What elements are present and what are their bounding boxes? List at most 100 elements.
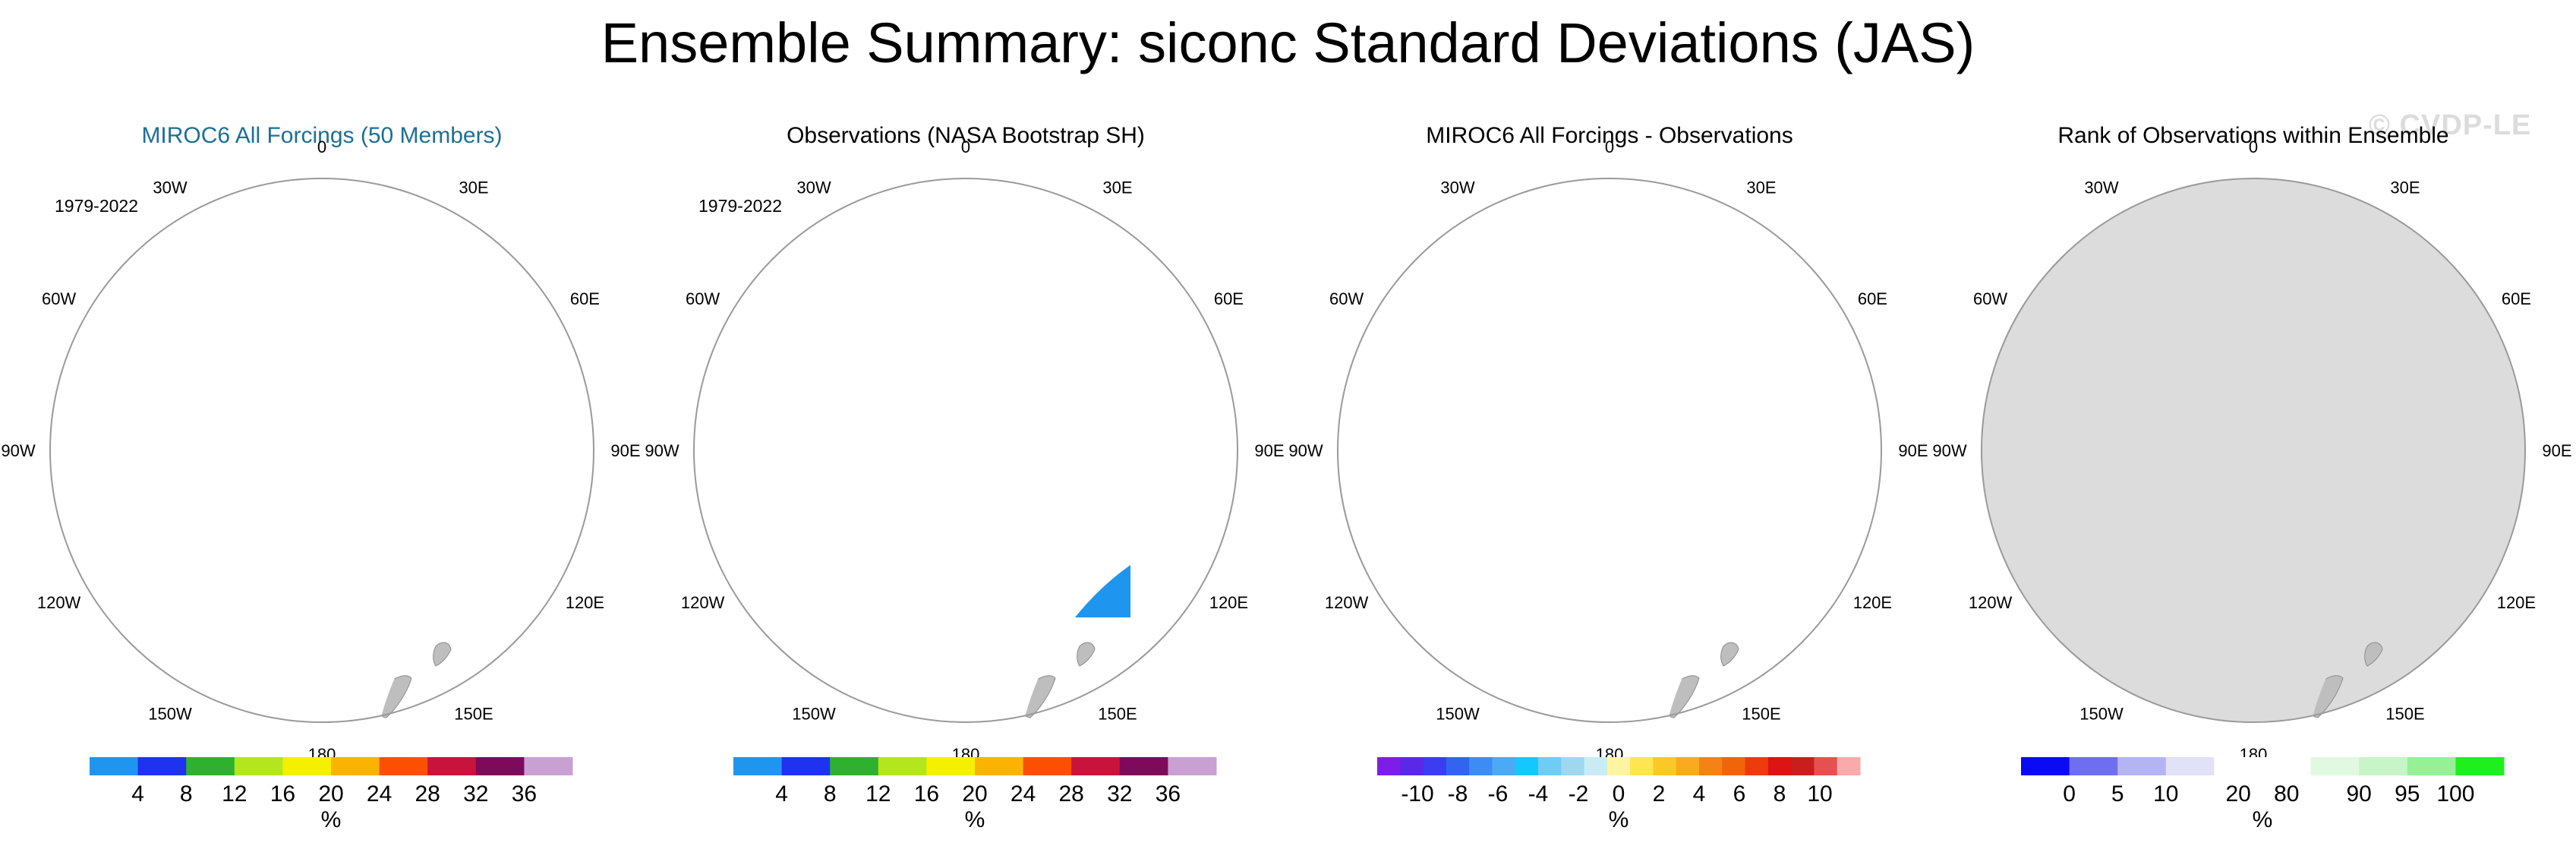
lon-label: 120E	[1209, 593, 1248, 612]
lon-label: 60E	[1214, 289, 1244, 308]
lon-label: 120W	[1969, 593, 2013, 612]
colorbar-swatch	[830, 757, 879, 775]
colorbar: 4 8 12 16 20 24 28 32 36%	[90, 757, 573, 832]
lon-label: 60W	[42, 289, 76, 308]
figure-title: Ensemble Summary: siconc Standard Deviat…	[601, 11, 1975, 74]
colorbar-tick-label: 20	[2226, 781, 2251, 807]
map-ocean-disc	[1338, 178, 1881, 722]
colorbar-swatch	[1653, 757, 1677, 775]
colorbar-swatch	[2407, 757, 2456, 775]
colorbar-tick-label: -2	[1569, 781, 1589, 807]
colorbar-tick-label: 100	[2436, 781, 2474, 807]
colorbar-swatch	[781, 757, 831, 775]
lon-label: 120E	[1853, 593, 1892, 612]
colorbar-unit: %	[1609, 807, 1629, 832]
lon-label: 30W	[796, 178, 831, 197]
lon-label: 150E	[1098, 704, 1137, 723]
colorbar-tick-label: 20	[962, 781, 987, 807]
colorbar-swatch	[379, 757, 428, 775]
lon-label: 120E	[566, 593, 604, 612]
lon-label: 60W	[1329, 289, 1364, 308]
colorbar-tick-label: 8	[180, 781, 193, 807]
period-label: 1979-2022	[698, 196, 782, 216]
lon-label: 30E	[1102, 178, 1132, 197]
colorbar-unit: %	[2253, 807, 2273, 832]
colorbar-swatch	[234, 757, 283, 775]
lon-label: 90E	[1898, 441, 1928, 460]
colorbar-swatch	[186, 757, 235, 775]
lon-label: 90E	[1254, 441, 1284, 460]
lon-label: 30W	[2084, 178, 2118, 197]
colorbar: 4 8 12 16 20 24 28 32 36%	[733, 757, 1217, 832]
colorbar-tick-label: 36	[1156, 781, 1181, 807]
colorbar-tick-label: 16	[914, 781, 939, 807]
lon-label: 120E	[2497, 593, 2536, 612]
colorbar-tick-label: 32	[463, 781, 488, 807]
panel-title: MIROC6 All Forcings - Observations	[1426, 123, 1793, 148]
colorbar-swatch	[1423, 757, 1447, 775]
colorbar-tick-label: 4	[775, 781, 788, 807]
colorbar-swatch	[733, 757, 783, 775]
lon-label: 150E	[1742, 704, 1780, 723]
lon-label: 120W	[681, 593, 725, 612]
colorbar-tick-label: -8	[1448, 781, 1468, 807]
colorbar-swatch	[878, 757, 927, 775]
lon-label: 90E	[2542, 441, 2571, 460]
lon-label: 90E	[610, 441, 640, 460]
colorbar-tick-label: 16	[270, 781, 295, 807]
colorbar-tick-label: 5	[2111, 781, 2124, 807]
colorbar-swatch	[2069, 757, 2118, 775]
colorbar-unit: %	[965, 807, 985, 832]
lon-label: 90W	[645, 441, 679, 460]
lon-label: 0	[2249, 137, 2258, 156]
lon-label: 120W	[37, 593, 81, 612]
lon-label: 150W	[2079, 704, 2124, 723]
lon-label: 60W	[686, 289, 720, 308]
lon-label: 150E	[2385, 704, 2424, 723]
lon-label: 30E	[2390, 178, 2420, 197]
colorbar-swatch	[1561, 757, 1585, 775]
lon-label: 120W	[1325, 593, 1369, 612]
colorbar-swatch	[1630, 757, 1654, 775]
colorbar-swatch	[1515, 757, 1539, 775]
colorbar-tick-label: 80	[2274, 781, 2299, 807]
colorbar-swatch	[2117, 757, 2167, 775]
colorbar-tick-label: 36	[512, 781, 537, 807]
colorbar-swatch	[1119, 757, 1168, 775]
panel-title: Rank of Observations within Ensemble	[2057, 123, 2449, 148]
panel-difference: MIROC6 All Forcings - Observations 0 30E 6…	[1288, 114, 1931, 843]
colorbar-swatch	[1584, 757, 1608, 775]
lon-label: 60E	[2502, 289, 2531, 308]
lon-label: 150E	[454, 704, 493, 723]
map-ocean-disc	[694, 178, 1238, 722]
map-boundary-circle	[1981, 178, 2526, 723]
colorbar-tick-label: 8	[1774, 781, 1786, 807]
colorbar-swatch	[1699, 757, 1723, 775]
map-ocean-disc	[1982, 178, 2525, 722]
colorbar-tick-label: 0	[2063, 781, 2076, 807]
colorbar-tick-label: -4	[1528, 781, 1549, 807]
map-boundary-circle	[49, 178, 594, 723]
colorbar-swatch	[1400, 757, 1424, 775]
colorbar-tick-label: 12	[222, 781, 247, 807]
colorbar: -10 -8 -6 -4 -2 0 2 4 6 8 10%	[1377, 757, 1861, 832]
lon-label: 30W	[1440, 178, 1474, 197]
colorbar-swatch	[2021, 757, 2070, 775]
colorbar-swatch	[427, 757, 477, 775]
colorbar-swatch	[926, 757, 976, 775]
panel-miroc6-std: MIROC6 All Forcings (50 Members) 1979-20…	[0, 114, 644, 843]
colorbar-tick-label: 24	[367, 781, 392, 807]
lon-label: 0	[1605, 137, 1614, 156]
colorbar-tick-label: 6	[1733, 781, 1746, 807]
colorbar-swatch	[1837, 757, 1861, 775]
colorbar-swatch	[282, 757, 332, 775]
colorbar-tick-label: 4	[1693, 781, 1706, 807]
colorbar-swatch	[2455, 757, 2505, 775]
colorbar-swatch	[2262, 757, 2312, 775]
watermark: © CVDP-LE	[2369, 109, 2532, 141]
panel-title: Observations (NASA Bootstrap SH)	[787, 123, 1145, 148]
panel-rank: Rank of Observations within Ensemble 0 30…	[1931, 114, 2575, 843]
colorbar-swatch	[1469, 757, 1493, 775]
lon-label: 90W	[1288, 441, 1323, 460]
